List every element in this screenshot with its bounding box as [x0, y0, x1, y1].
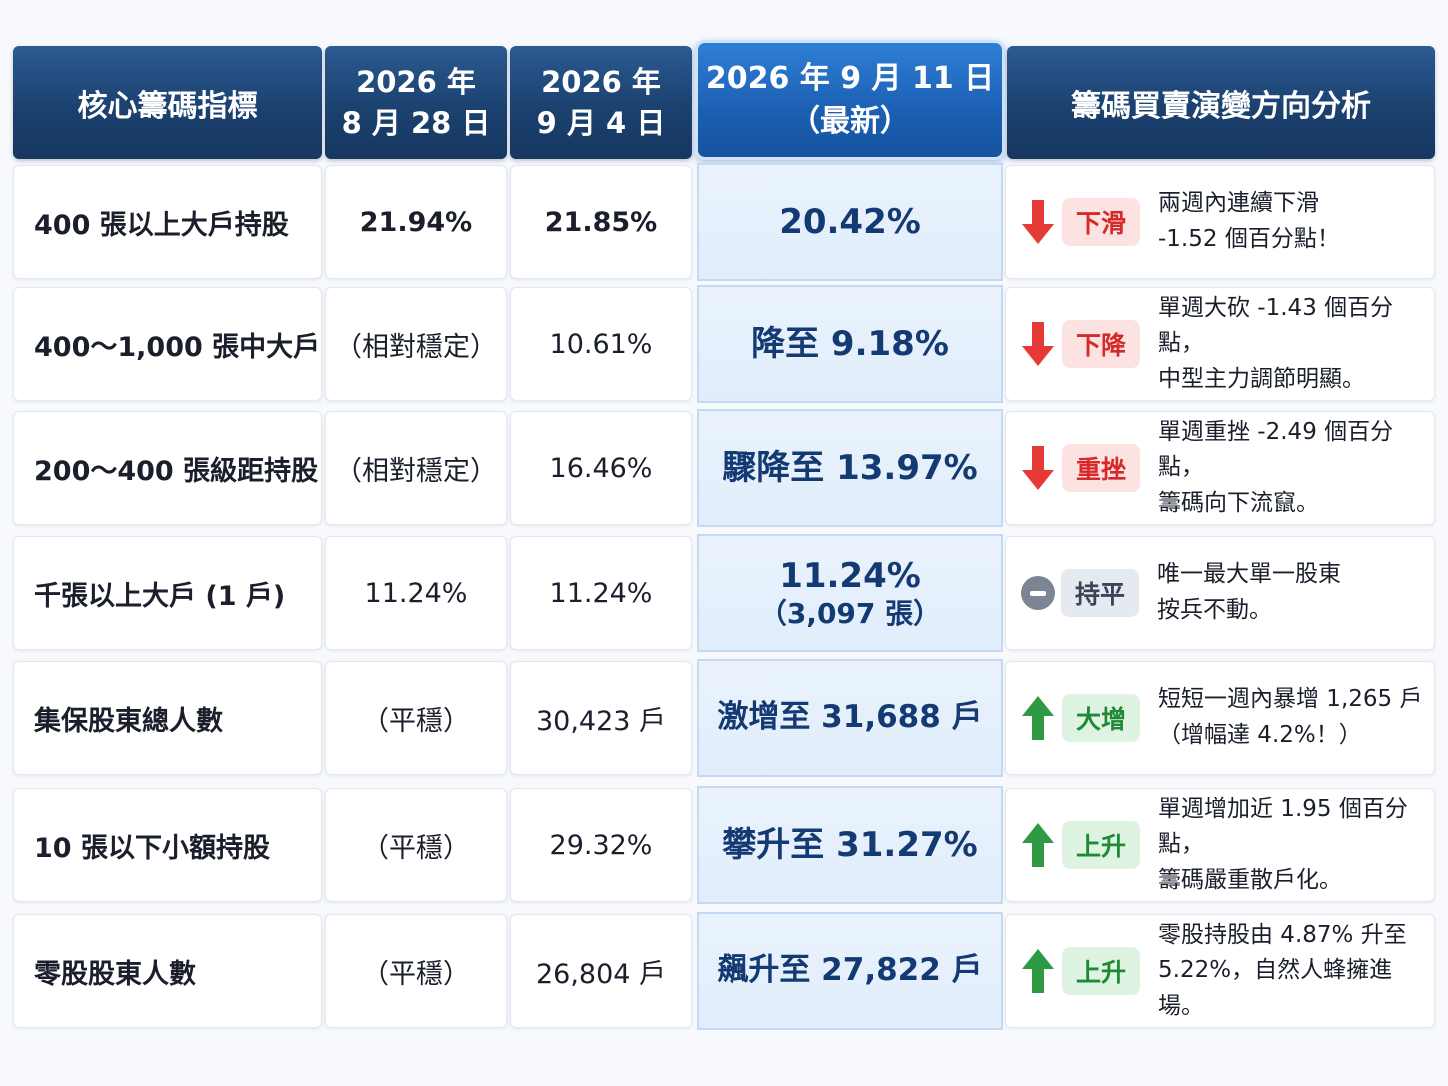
value-0904-text: 16.46%: [549, 452, 653, 484]
row-label-text: 400 張以上大戶持股: [34, 209, 289, 241]
value-0828: 11.24%: [325, 536, 507, 650]
header-date-0904: 2026 年 9 月 4 日: [510, 46, 692, 159]
row-label: 10 張以下小額持股: [13, 788, 322, 902]
row-label-text: 千張以上大戶 (1 戶): [34, 580, 286, 612]
row-label: 200～400 張級距持股: [13, 411, 322, 525]
trend-badge: 上升: [1062, 947, 1140, 995]
value-0904: 26,804 戶: [510, 914, 692, 1028]
arrow-down-icon: [1020, 198, 1056, 246]
analysis-note: 短短一週內暴增 1,265 戶 （增幅達 4.2%！）: [1158, 686, 1423, 748]
value-latest: 激增至 31,688 戶: [697, 659, 1003, 777]
value-latest-text: 激增至 31,688 戶: [717, 699, 983, 736]
analysis-cell: 大增 短短一週內暴增 1,265 戶 （增幅達 4.2%！）: [1005, 661, 1435, 775]
header-date-0904-label: 2026 年 9 月 4 日: [536, 64, 666, 140]
value-latest-text: 11.24%: [779, 555, 921, 596]
analysis-note: 單週重挫 -2.49 個百分點， 籌碼向下流竄。: [1158, 418, 1394, 516]
header-date-latest-label: 2026 年 9 月 11 日 （最新）: [705, 60, 995, 140]
arrow-up-icon: [1020, 947, 1056, 995]
row-label-text: 10 張以下小額持股: [34, 832, 270, 864]
header-date-latest: 2026 年 9 月 11 日 （最新）: [695, 40, 1005, 160]
header-analysis: 籌碼買賣演變方向分析: [1007, 46, 1435, 159]
row-label: 千張以上大戶 (1 戶): [13, 536, 322, 650]
arrow-down-icon: [1020, 320, 1056, 368]
value-latest: 驟降至 13.97%: [697, 409, 1003, 527]
value-0904: 10.61%: [510, 287, 692, 401]
minus-circle-icon: [1021, 576, 1055, 610]
analysis-cell: 下降 單週大砍 -1.43 個百分點， 中型主力調節明顯。: [1005, 287, 1435, 401]
value-latest: 降至 9.18%: [697, 285, 1003, 403]
analysis-note: 單週大砍 -1.43 個百分點， 中型主力調節明顯。: [1158, 294, 1394, 392]
header-indicator-label: 核心籌碼指標: [77, 88, 258, 124]
value-0828-text: 11.24%: [364, 577, 468, 609]
value-0904: 21.85%: [510, 165, 692, 279]
value-0828: 21.94%: [325, 165, 507, 279]
header-date-0828: 2026 年 8 月 28 日: [325, 46, 507, 159]
analysis-cell: 上升 零股持股由 4.87% 升至 5.22%，自然人蜂擁進場。: [1005, 914, 1435, 1028]
row-label-text: 400～1,000 張中大戶: [34, 331, 321, 363]
value-0828-text: 21.94%: [359, 206, 473, 238]
value-0828: （相對穩定）: [325, 411, 507, 525]
value-latest: 20.42%: [697, 163, 1003, 281]
arrow-up-icon: [1020, 821, 1056, 869]
value-0828-text: （平穩）: [362, 832, 470, 864]
value-0904-text: 21.85%: [544, 206, 658, 238]
analysis-cell: 上升 單週增加近 1.95 個百分點， 籌碼嚴重散戶化。: [1005, 788, 1435, 902]
analysis-note: 零股持股由 4.87% 升至 5.22%，自然人蜂擁進場。: [1158, 921, 1407, 1019]
value-0828: （相對穩定）: [325, 287, 507, 401]
value-0904: 30,423 戶: [510, 661, 692, 775]
value-0904-text: 10.61%: [549, 328, 653, 360]
analysis-cell: 下滑 兩週內連續下滑 -1.52 個百分點！: [1005, 165, 1435, 279]
value-0904-text: 29.32%: [549, 829, 653, 861]
row-label: 400～1,000 張中大戶: [13, 287, 322, 401]
value-latest: 飆升至 27,822 戶: [697, 912, 1003, 1030]
arrow-up-icon: [1020, 694, 1056, 742]
header-indicator: 核心籌碼指標: [13, 46, 322, 159]
value-latest-text: 飆升至 27,822 戶: [717, 952, 983, 989]
value-latest-text: 攀升至 31.27%: [722, 824, 978, 865]
value-0904-text: 26,804 戶: [535, 958, 667, 990]
analysis-cell: 持平 唯一最大單一股東 按兵不動。: [1005, 536, 1435, 650]
trend-badge: 持平: [1061, 569, 1139, 617]
value-latest-text: 驟降至 13.97%: [722, 447, 978, 488]
row-label: 零股股東人數: [13, 914, 322, 1028]
row-label-text: 200～400 張級距持股: [34, 455, 319, 487]
row-label-text: 集保股東總人數: [34, 705, 223, 737]
row-label-text: 零股股東人數: [34, 958, 196, 990]
value-0828: （平穩）: [325, 661, 507, 775]
value-0828: （平穩）: [325, 914, 507, 1028]
value-latest-subtext: （3,097 張）: [758, 596, 942, 630]
value-0904-text: 30,423 戶: [535, 705, 667, 737]
trend-badge: 下滑: [1062, 198, 1140, 246]
value-0904-text: 11.24%: [549, 577, 653, 609]
value-0904: 11.24%: [510, 536, 692, 650]
value-0828-text: （相對穩定）: [335, 455, 497, 487]
analysis-note: 單週增加近 1.95 個百分點， 籌碼嚴重散戶化。: [1158, 795, 1408, 893]
row-label: 400 張以上大戶持股: [13, 165, 322, 279]
value-0828-text: （平穩）: [362, 958, 470, 990]
trend-badge: 重挫: [1062, 444, 1140, 492]
trend-badge: 上升: [1062, 821, 1140, 869]
trend-badge: 大增: [1062, 694, 1140, 742]
value-latest-text: 20.42%: [779, 201, 921, 242]
value-0904: 29.32%: [510, 788, 692, 902]
value-latest: 攀升至 31.27%: [697, 786, 1003, 904]
analysis-note: 兩週內連續下滑 -1.52 個百分點！: [1158, 190, 1340, 252]
header-date-0828-label: 2026 年 8 月 28 日: [341, 64, 491, 140]
value-latest: 11.24% （3,097 張）: [697, 534, 1003, 652]
value-0904: 16.46%: [510, 411, 692, 525]
row-label: 集保股東總人數: [13, 661, 322, 775]
analysis-note: 唯一最大單一股東 按兵不動。: [1157, 561, 1341, 623]
arrow-down-icon: [1020, 444, 1056, 492]
value-latest-text: 降至 9.18%: [751, 323, 949, 364]
value-0828: （平穩）: [325, 788, 507, 902]
value-0828-text: （平穩）: [362, 705, 470, 737]
analysis-cell: 重挫 單週重挫 -2.49 個百分點， 籌碼向下流竄。: [1005, 411, 1435, 525]
trend-badge: 下降: [1062, 320, 1140, 368]
value-0828-text: （相對穩定）: [335, 331, 497, 363]
header-analysis-label: 籌碼買賣演變方向分析: [1071, 88, 1371, 124]
